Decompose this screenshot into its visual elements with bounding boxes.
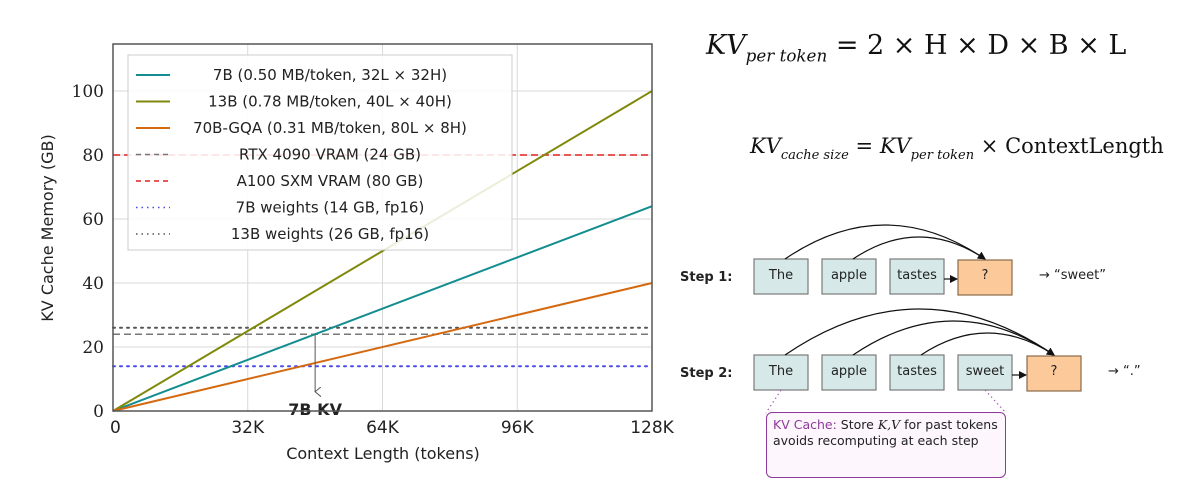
token-label: apple bbox=[831, 268, 867, 283]
x-tick-label: 96K bbox=[501, 418, 535, 438]
step-label: Step 2: bbox=[680, 366, 732, 381]
kv-per-token-equation: KVper token = 2 × H × D × B × L bbox=[706, 30, 1126, 66]
annotation-label: 7B KV bbox=[288, 400, 342, 419]
legend-label: 13B weights (26 GB, fp16) bbox=[231, 225, 429, 243]
token-box bbox=[957, 354, 1013, 391]
kv-note-connector bbox=[765, 389, 782, 414]
eq1-rhs: = 2 × H × D × B × L bbox=[835, 30, 1127, 61]
token-label: sweet bbox=[966, 364, 1005, 379]
step-2: Step 2: The apple tastes sweet? → “.” bbox=[680, 308, 1141, 392]
plot-frame bbox=[112, 43, 653, 412]
step-result: → “.” bbox=[1108, 364, 1141, 379]
query-label: ? bbox=[1051, 364, 1058, 379]
legend-label: RTX 4090 VRAM (24 GB) bbox=[239, 146, 421, 164]
legend-label: 70B-GQA (0.31 MB/token, 80L × 8H) bbox=[193, 119, 467, 137]
attention-arrow bbox=[920, 332, 1055, 356]
eq2-rhs-tail: × ContextLength bbox=[980, 134, 1164, 158]
y-tick-label: 40 bbox=[82, 274, 104, 294]
attention-arrow bbox=[852, 320, 1055, 356]
x-tick-label: 32K bbox=[231, 418, 265, 438]
x-tick-label: 64K bbox=[366, 418, 400, 438]
y-tick-label: 20 bbox=[82, 338, 104, 358]
x-axis-label: Context Length (tokens) bbox=[286, 444, 480, 463]
token-label: apple bbox=[831, 364, 867, 379]
step-1: Step 1: The apple tastes? → “sweet” bbox=[680, 224, 1106, 296]
kv-note-pre: Store bbox=[840, 417, 878, 432]
kv-note-line2: avoids recomputing at each step bbox=[773, 433, 979, 448]
y-tick-label: 100 bbox=[72, 82, 104, 102]
y-tick-label: 0 bbox=[93, 402, 104, 422]
ticks: 0 32K 64K 96K 128K 0 20 40 60 80 100 bbox=[72, 82, 675, 438]
token-label: The bbox=[768, 268, 793, 283]
legend-box bbox=[127, 54, 513, 251]
legend: 7B (0.50 MB/token, 32L × 32H) 13B (0.78 M… bbox=[127, 54, 513, 251]
token-label: The bbox=[768, 364, 793, 379]
annotations: 7B KV bbox=[288, 334, 343, 419]
step-label: Step 1: bbox=[680, 270, 732, 285]
series-lines bbox=[112, 90, 653, 412]
query-box bbox=[1026, 355, 1082, 392]
attention-arrow bbox=[784, 224, 986, 260]
eq1-lhs-sub: per token bbox=[745, 45, 828, 66]
token-label: tastes bbox=[897, 268, 937, 283]
y-tick-label: 60 bbox=[82, 210, 104, 230]
eq2-equals: = bbox=[855, 134, 874, 158]
eq2-rhs-var: KV bbox=[879, 134, 911, 158]
eq2-lhs-sub: cache size bbox=[780, 147, 849, 163]
token-label: tastes bbox=[897, 364, 937, 379]
eq2-rhs-sub: per token bbox=[910, 147, 975, 163]
kv-note-post: for past tokens bbox=[900, 417, 998, 432]
legend-label: 13B (0.78 MB/token, 40L × 40H) bbox=[208, 93, 452, 111]
kv-note-connector bbox=[984, 389, 1007, 414]
kv-note-title: KV Cache: bbox=[773, 417, 837, 432]
token-box bbox=[889, 354, 945, 391]
legend-label: A100 SXM VRAM (80 GB) bbox=[237, 172, 424, 190]
token-box bbox=[753, 258, 809, 295]
kv-cache-size-equation: KVcache size = KVper token × ContextLeng… bbox=[750, 134, 1164, 163]
token-box bbox=[821, 258, 877, 295]
query-box bbox=[957, 259, 1013, 296]
eq2-lhs: KV bbox=[750, 134, 781, 158]
kv-note-vars: K,V bbox=[877, 417, 901, 432]
token-box bbox=[821, 354, 877, 391]
series-line bbox=[112, 282, 653, 412]
token-box bbox=[753, 354, 809, 391]
token-box bbox=[889, 258, 945, 295]
series-line bbox=[112, 90, 653, 412]
x-tick-label: 128K bbox=[630, 418, 674, 438]
attention-arrow bbox=[784, 308, 1055, 356]
legend-label: 7B weights (14 GB, fp16) bbox=[236, 199, 425, 217]
series-line bbox=[112, 205, 653, 412]
x-tick-label: 0 bbox=[110, 418, 121, 438]
query-label: ? bbox=[982, 268, 989, 283]
attention-arrow bbox=[852, 236, 986, 260]
step-result: → “sweet” bbox=[1039, 268, 1106, 283]
legend-label: 7B (0.50 MB/token, 32L × 32H) bbox=[213, 66, 447, 84]
eq1-lhs: KV bbox=[706, 30, 746, 61]
kv-cache-note: KV Cache: Store K,V for past tokens avoi… bbox=[766, 412, 1006, 478]
y-axis-label: KV Cache Memory (GB) bbox=[38, 134, 57, 321]
kv-cache-chart: 7B (0.50 MB/token, 32L × 32H) 13B (0.78 M… bbox=[38, 43, 675, 463]
y-tick-label: 80 bbox=[82, 146, 104, 166]
